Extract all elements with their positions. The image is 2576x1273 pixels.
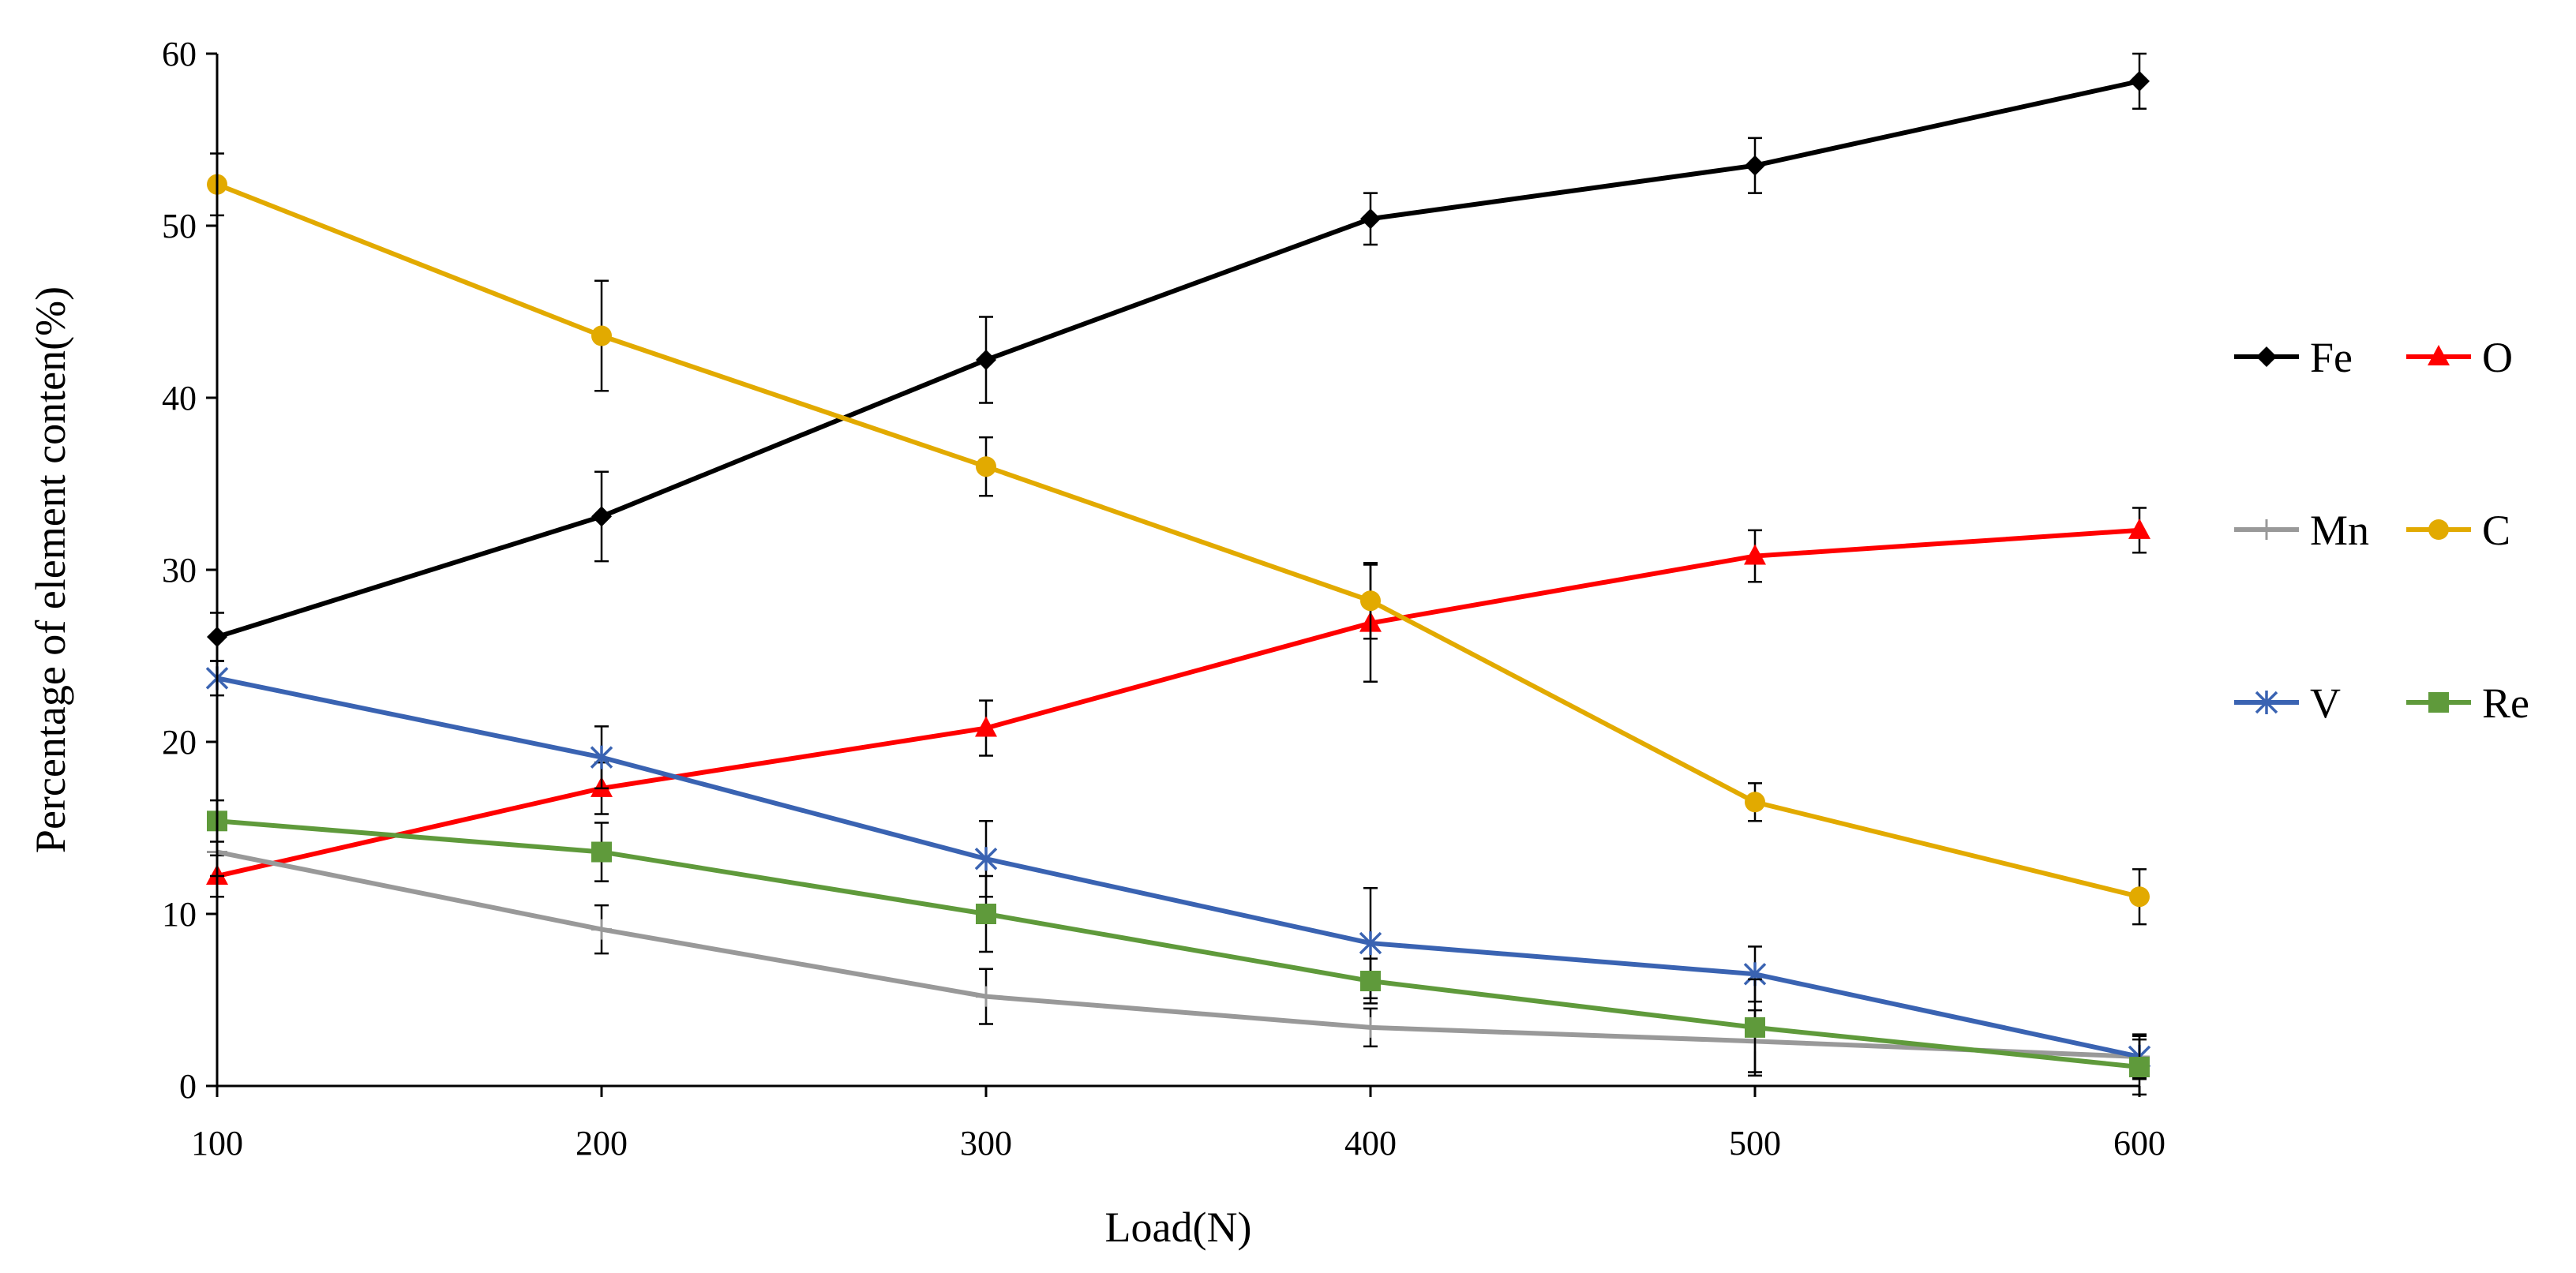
y-tick-label: 50 bbox=[162, 207, 197, 245]
data-point-v bbox=[974, 847, 998, 871]
data-point-v bbox=[590, 745, 613, 769]
legend-marker-o bbox=[2428, 345, 2450, 365]
legend-label-o: O bbox=[2482, 334, 2513, 381]
axes: 0 10 20 30 40 50 60 100 200 300 400 500 600 bbox=[162, 35, 2165, 1163]
data-point-mn bbox=[976, 986, 996, 1007]
data-point-c bbox=[591, 325, 612, 346]
legend-label-c: C bbox=[2482, 507, 2510, 554]
y-tick-label: 20 bbox=[162, 723, 197, 762]
series-line-v bbox=[216, 676, 2140, 1059]
x-tick-label: 100 bbox=[191, 1124, 243, 1163]
y-tick-label: 30 bbox=[162, 551, 197, 590]
legend-marker-re bbox=[2428, 692, 2449, 713]
plot-area bbox=[205, 52, 2151, 1096]
series-line-re bbox=[216, 818, 2140, 1070]
data-point-c bbox=[1745, 792, 1765, 813]
series-line-mn bbox=[216, 849, 2140, 1059]
x-tick-label: 300 bbox=[960, 1124, 1012, 1163]
legend-label-v: V bbox=[2310, 680, 2341, 727]
data-point-fe bbox=[2129, 70, 2150, 92]
series-line-c bbox=[216, 182, 2140, 900]
legend-label-fe: Fe bbox=[2310, 334, 2353, 381]
data-point-fe bbox=[1360, 208, 1381, 230]
data-point-re bbox=[1745, 1017, 1765, 1038]
legend-marker-fe bbox=[2256, 346, 2277, 367]
legend-label-mn: Mn bbox=[2310, 507, 2369, 554]
series-line-fe bbox=[216, 78, 2140, 639]
series-o bbox=[206, 507, 2150, 898]
series-v bbox=[205, 660, 2151, 1079]
y-axis-title: Percentage of element conten(%) bbox=[27, 286, 74, 853]
data-point-re bbox=[2129, 1057, 2150, 1078]
legend-marker-c bbox=[2428, 519, 2449, 540]
data-point-fe bbox=[976, 350, 996, 371]
data-point-mn bbox=[591, 919, 612, 940]
data-point-re bbox=[591, 841, 612, 863]
legend-item-v: V bbox=[2234, 680, 2341, 727]
data-point-o bbox=[975, 716, 997, 737]
data-point-re bbox=[1360, 971, 1381, 992]
data-point-mn bbox=[1360, 1017, 1381, 1038]
data-point-c bbox=[1360, 590, 1381, 612]
x-axis-title: Load(N) bbox=[1105, 1204, 1252, 1251]
series-fe bbox=[207, 52, 2150, 662]
series-line-o bbox=[216, 527, 2140, 878]
data-point-c bbox=[2129, 886, 2150, 908]
legend-item-c: C bbox=[2406, 507, 2510, 554]
data-point-v bbox=[1359, 931, 1382, 956]
legend-item-fe: Fe bbox=[2234, 334, 2353, 381]
data-point-c bbox=[976, 456, 996, 477]
y-tick-label: 0 bbox=[179, 1067, 197, 1106]
legend-item-re: Re bbox=[2406, 680, 2529, 727]
x-tick-label: 500 bbox=[1729, 1124, 1781, 1163]
data-point-o bbox=[2128, 518, 2150, 539]
data-point-fe bbox=[591, 506, 612, 527]
data-point-fe bbox=[1745, 155, 1765, 176]
legend-item-o: O bbox=[2406, 334, 2513, 381]
x-tick-label: 400 bbox=[1344, 1124, 1397, 1163]
series-re bbox=[207, 799, 2150, 1096]
legend-marker-mn bbox=[2256, 519, 2277, 540]
y-tick-label: 40 bbox=[162, 379, 197, 417]
data-point-re bbox=[976, 904, 996, 924]
x-tick-label: 200 bbox=[576, 1124, 628, 1163]
legend: Fe O Mn C V Re bbox=[2234, 334, 2529, 727]
legend-item-mn: Mn bbox=[2234, 507, 2369, 554]
y-tick-label: 10 bbox=[162, 895, 197, 934]
series-mn bbox=[207, 826, 2150, 1080]
legend-marker-v bbox=[2255, 691, 2278, 714]
y-tick-label: 60 bbox=[162, 35, 197, 73]
series-c bbox=[207, 152, 2150, 926]
data-point-o bbox=[1744, 544, 1766, 565]
legend-label-re: Re bbox=[2482, 680, 2529, 727]
x-tick-label: 600 bbox=[2113, 1124, 2165, 1163]
